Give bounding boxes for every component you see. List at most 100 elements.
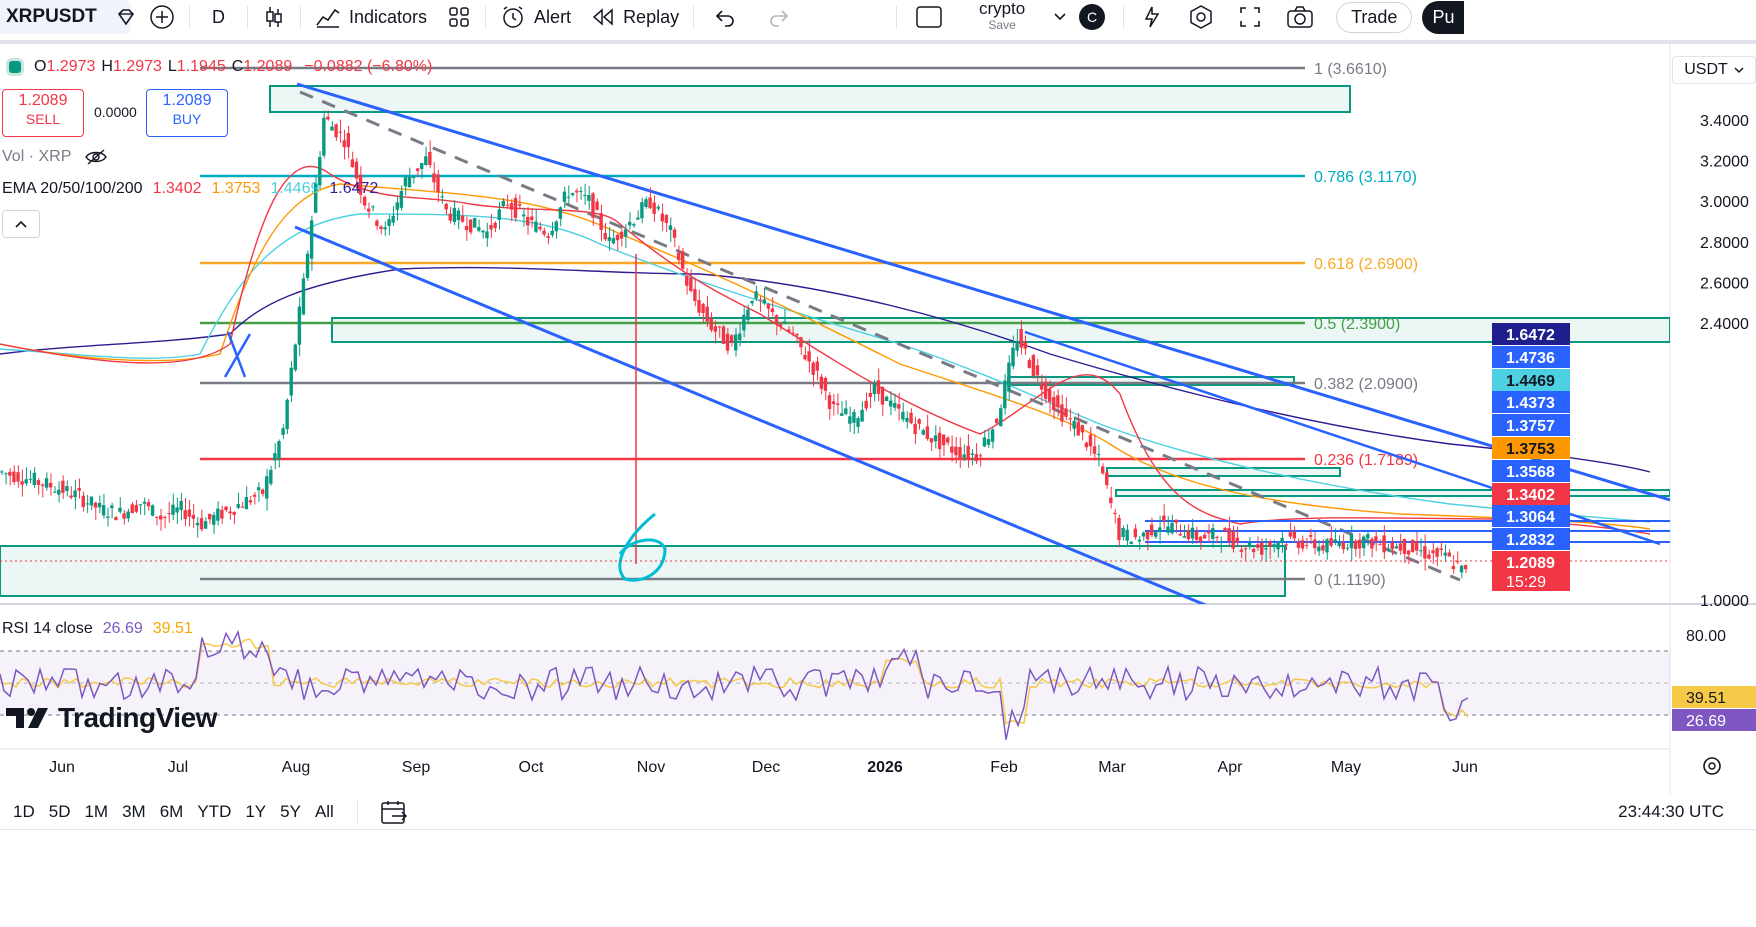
main-pane: 1 (3.6610) 0.786 (3.1170) 0.618 (2.6900) 0.…: [0, 61, 1670, 609]
timeframe-3m[interactable]: 3M: [122, 802, 146, 821]
candle-body: [265, 476, 269, 499]
candle-body: [962, 454, 966, 458]
candle-body: [1321, 545, 1325, 551]
candle-body: [167, 513, 171, 515]
replay-button[interactable]: Replay: [581, 0, 689, 34]
price-tag-text: 1.3402: [1506, 487, 1555, 504]
diamond-icon[interactable]: [115, 6, 137, 28]
tradingview-logo[interactable]: TradingView: [6, 702, 217, 734]
candle-body: [717, 326, 722, 328]
candle-body: [619, 231, 624, 239]
x-tick-label: Nov: [637, 759, 665, 776]
cross-mark[interactable]: [223, 331, 252, 378]
candle-body: [823, 377, 828, 391]
candle-body: [689, 277, 693, 291]
buy-button[interactable]: 1.2089 BUY: [146, 89, 228, 137]
price-tag: [1492, 414, 1570, 436]
candle-body: [738, 333, 742, 341]
channel-upper-line[interactable]: [296, 82, 1670, 502]
candle-body: [1361, 536, 1366, 549]
chevron-down-icon[interactable]: [1047, 0, 1073, 34]
dashed-midline[interactable]: [299, 90, 1461, 582]
candle-body: [664, 215, 669, 224]
indicators-button[interactable]: Indicators: [305, 0, 437, 34]
undo-icon[interactable]: [698, 0, 752, 34]
candle-body: [1268, 541, 1272, 547]
candle-body: [383, 227, 387, 230]
candle-body: [1080, 425, 1085, 433]
candle-body: [432, 173, 436, 183]
candle-body: [534, 221, 538, 232]
brand-name: TradingView: [58, 702, 217, 733]
channel-lower-line[interactable]: [294, 225, 1215, 609]
layout-name: crypto: [978, 0, 1026, 18]
candle-body: [697, 300, 701, 313]
collapse-legend-button[interactable]: [2, 210, 40, 238]
candles-icon[interactable]: [252, 0, 296, 34]
fib-level-label: 1 (3.6610): [1314, 61, 1387, 78]
layout-name-button[interactable]: crypto Save: [957, 0, 1047, 33]
price-chart[interactable]: 1 (3.6610) 0.786 (3.1170) 0.618 (2.6900) 0.…: [0, 44, 1756, 794]
candle-body: [554, 221, 558, 232]
candle-body: [220, 509, 224, 519]
candle-body: [1459, 565, 1464, 573]
candle-body: [827, 395, 832, 409]
quick-search-icon[interactable]: [1128, 0, 1176, 34]
eye-crossed-icon[interactable]: [85, 149, 108, 165]
timeframe-1m[interactable]: 1M: [84, 802, 109, 821]
interval-button[interactable]: D: [212, 6, 225, 27]
templates-icon[interactable]: [437, 0, 481, 34]
candle-body: [978, 455, 983, 457]
redo-icon[interactable]: [752, 0, 806, 34]
candle-body: [1235, 537, 1239, 543]
resistance-zone-mid[interactable]: [331, 317, 1670, 343]
candle-body: [1060, 404, 1064, 422]
x-tick-label: Aug: [282, 759, 310, 776]
resistance-zone-top[interactable]: [269, 85, 1351, 113]
candle-body: [464, 226, 469, 231]
symbol-search[interactable]: XRPUSDT: [0, 0, 134, 34]
timeframe-6m[interactable]: 6M: [159, 802, 184, 821]
fib-level-label: 0.5 (2.3900): [1314, 316, 1400, 333]
candle-body: [436, 174, 440, 193]
timeframe-1y[interactable]: 1Y: [245, 802, 267, 821]
timeframe-5d[interactable]: 5D: [48, 802, 71, 821]
candle-body: [791, 332, 795, 334]
timeframe-1d[interactable]: 1D: [13, 802, 35, 821]
hand-drawn-annotation[interactable]: [618, 512, 667, 582]
layout-square-icon[interactable]: [901, 0, 957, 34]
alert-button[interactable]: Alert: [490, 0, 581, 34]
add-symbol-icon[interactable]: [139, 0, 185, 34]
currency-button[interactable]: USDT: [1672, 56, 1756, 84]
timeframe-all[interactable]: All: [314, 802, 334, 821]
zone-small[interactable]: [1106, 467, 1341, 477]
publish-button[interactable]: Pu: [1422, 0, 1465, 34]
settings-icon[interactable]: [1176, 0, 1226, 34]
candle-body: [530, 216, 534, 221]
rewind-icon: [591, 6, 615, 28]
layout-save-status: Save: [988, 18, 1016, 32]
axis-settings-icon[interactable]: [1703, 757, 1721, 775]
y-tick-label: 2.6000: [1700, 275, 1749, 292]
candle-body: [929, 438, 934, 443]
candle-body: [807, 351, 811, 362]
bottom-divider: [0, 829, 1756, 830]
support-zone[interactable]: [0, 545, 1286, 597]
trade-button[interactable]: Trade: [1336, 1, 1413, 33]
candle-body: [269, 469, 273, 484]
date-range-icon[interactable]: [380, 799, 408, 825]
camera-icon[interactable]: [1274, 0, 1326, 34]
timeframe-ytd[interactable]: YTD: [197, 802, 232, 821]
sell-button[interactable]: 1.2089 SELL: [2, 89, 84, 137]
avatar[interactable]: C: [1079, 4, 1106, 30]
timeframe-5y[interactable]: 5Y: [280, 802, 301, 821]
candle-body: [921, 430, 925, 435]
candle-body: [1239, 549, 1244, 552]
utc-clock[interactable]: 23:44:30 UTC: [1618, 802, 1724, 821]
candle-body: [1198, 536, 1203, 542]
candle-body: [126, 511, 130, 519]
price-tag-text: 1.3064: [1506, 509, 1555, 526]
fullscreen-icon[interactable]: [1226, 0, 1274, 34]
ohlc-key: C: [231, 58, 244, 75]
fib-level-label: 0.236 (1.7189): [1314, 452, 1418, 469]
